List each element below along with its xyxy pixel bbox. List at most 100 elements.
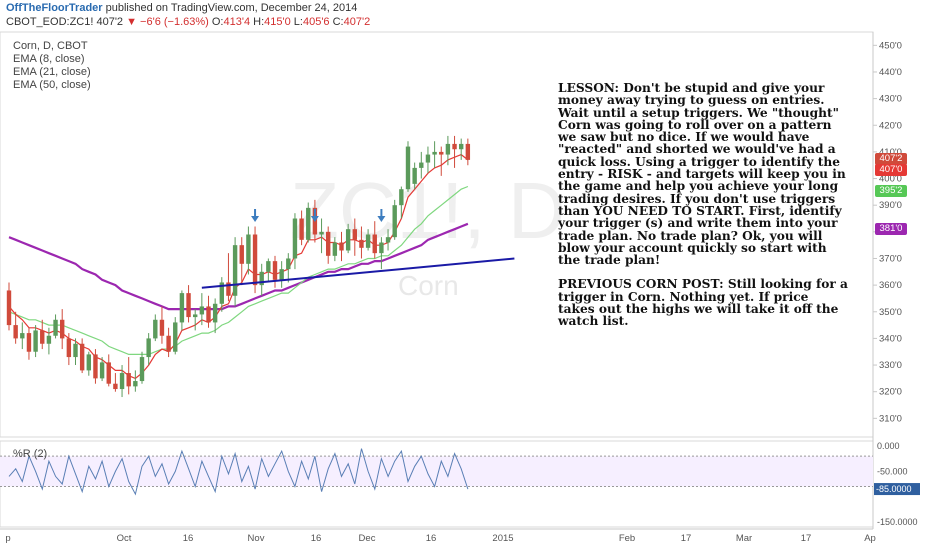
candle <box>146 333 151 366</box>
candle-body <box>99 362 105 379</box>
candle <box>93 349 98 384</box>
candle <box>465 138 471 166</box>
candle-body <box>379 242 384 254</box>
x-tick-label: Ap <box>864 533 876 544</box>
candle <box>392 199 397 240</box>
ema21-line <box>8 185 469 355</box>
candle <box>159 306 165 344</box>
close-label: C: <box>332 16 344 28</box>
candle <box>459 138 464 160</box>
trendline <box>201 257 515 289</box>
candle <box>199 293 205 326</box>
candle-body <box>385 237 391 243</box>
y-tick-label: 430'0 <box>879 94 902 105</box>
x-tick-label: 2015 <box>492 533 513 544</box>
candle <box>20 322 25 350</box>
candle-body <box>146 338 151 358</box>
candle-body <box>86 354 91 371</box>
oscillator-title[interactable]: %R (2) <box>13 448 48 460</box>
candle-body <box>459 143 464 150</box>
y-tick-label: 420'0 <box>879 120 902 131</box>
candle <box>113 373 118 392</box>
legend-ema21[interactable]: EMA (21, close) <box>13 66 91 78</box>
candle <box>46 327 52 355</box>
candle <box>166 327 171 358</box>
legend-ema8[interactable]: EMA (8, close) <box>13 53 85 65</box>
low-label: L: <box>293 16 303 28</box>
candle-body <box>292 218 298 259</box>
y-tick-label: 310'0 <box>879 413 902 424</box>
candle-body <box>232 245 238 296</box>
candle-body <box>272 261 278 280</box>
candle <box>73 338 78 366</box>
candle <box>425 146 431 174</box>
candle-body <box>286 258 291 270</box>
candle <box>352 218 357 256</box>
publisher-link[interactable]: OffTheFloorTrader <box>6 2 103 14</box>
candle-body <box>13 325 18 339</box>
candle <box>219 277 224 312</box>
candle-body <box>206 306 211 323</box>
candle-body <box>425 154 431 163</box>
y-tick-label: 340'0 <box>879 333 902 344</box>
candle-body <box>352 229 357 240</box>
lesson-paragraph: LESSON: Don't be stupid and give your mo… <box>558 81 846 268</box>
candle <box>266 258 271 283</box>
candle-body <box>79 343 85 371</box>
candle <box>173 317 178 355</box>
osc-axis-label: 0.000 <box>877 441 900 451</box>
candle <box>212 298 218 334</box>
low-value: 405'6 <box>302 16 330 28</box>
candle <box>179 290 185 331</box>
candle <box>139 351 145 384</box>
candle-body <box>252 234 258 286</box>
signal-arrow-icon <box>377 209 386 222</box>
candle-body <box>219 282 224 304</box>
candle <box>286 253 291 283</box>
candle-body <box>46 335 52 344</box>
signal-arrow-icon <box>310 209 319 222</box>
candle <box>345 223 351 254</box>
legend-title[interactable]: Corn, D, CBOT <box>13 40 88 52</box>
candle-body <box>193 314 198 318</box>
x-tick-label: 16 <box>426 533 437 544</box>
x-tick-label: 16 <box>311 533 322 544</box>
y-tick-label: 370'0 <box>879 253 902 264</box>
candle-body <box>465 143 471 160</box>
candle <box>319 218 324 254</box>
y-tick-label: 360'0 <box>879 280 902 291</box>
candle-body <box>412 167 417 184</box>
x-tick-label: 17 <box>801 533 812 544</box>
candle-body <box>60 319 65 339</box>
arrow-head <box>310 216 319 222</box>
candle <box>445 135 451 166</box>
candle-body <box>452 143 457 150</box>
candle-body <box>332 242 338 256</box>
candle <box>13 311 18 344</box>
candle <box>153 314 158 342</box>
y-tick-label: 400'0 <box>879 174 902 185</box>
candle-body <box>405 146 411 190</box>
candle <box>279 261 284 288</box>
candle-body <box>179 293 185 323</box>
candle <box>419 151 424 179</box>
published-text: published on TradingView.com, December 2… <box>102 2 358 14</box>
candle-body <box>173 322 178 352</box>
candle-body <box>113 383 118 390</box>
candle-body <box>339 242 344 251</box>
candle <box>66 333 72 366</box>
candle-body <box>212 303 218 323</box>
candle-body <box>73 343 78 358</box>
ema50-line <box>8 222 469 311</box>
candle <box>412 162 417 190</box>
candle-body <box>93 354 98 379</box>
price-tag: 407'2 <box>875 153 907 166</box>
previous-post-paragraph: PREVIOUS CORN POST: Still looking for a … <box>558 277 848 329</box>
y-tick-label: 450'0 <box>879 40 902 51</box>
candle <box>79 338 85 374</box>
legend-ema50[interactable]: EMA (50, close) <box>13 79 91 91</box>
y-tick-label: 410'0 <box>879 147 902 158</box>
lesson-annotation: LESSON: Don't be stupid and give your mo… <box>558 82 848 340</box>
